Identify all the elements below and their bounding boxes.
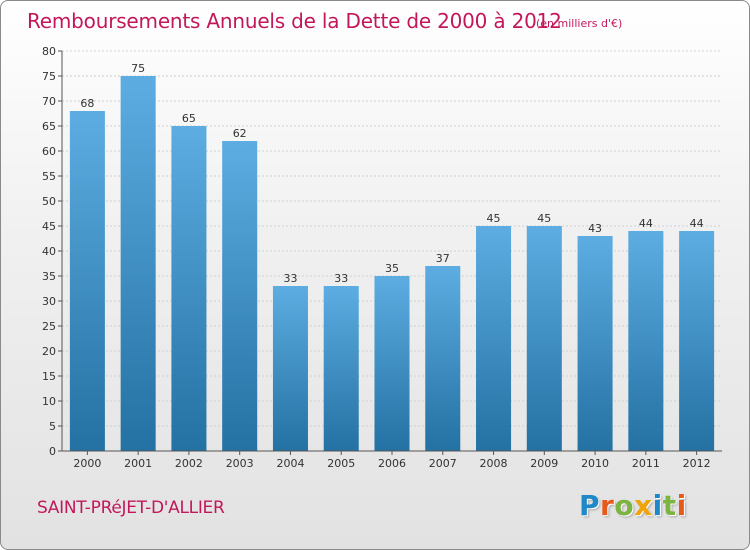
logo-letter: r	[600, 489, 615, 522]
bar-value-label: 68	[80, 97, 94, 110]
x-tick-label: 2001	[124, 457, 152, 470]
bar	[425, 266, 461, 451]
bar	[120, 76, 156, 451]
bar-value-label: 43	[588, 222, 602, 235]
bar	[679, 231, 715, 451]
y-tick-label: 45	[42, 220, 56, 233]
bar	[577, 236, 613, 451]
y-tick-label: 30	[42, 295, 56, 308]
labels: 0 5 10 15 20 25 30 35 40 45 50 55 60 65 70 75 80 68 2000 75…	[42, 45, 711, 470]
x-tick-label: 2012	[683, 457, 711, 470]
bar-value-label: 65	[182, 112, 196, 125]
logo-letter: i	[676, 489, 687, 522]
y-tick-label: 80	[42, 45, 56, 58]
y-tick-label: 10	[42, 395, 56, 408]
x-tick-label: 2008	[480, 457, 508, 470]
bar-value-label: 33	[334, 272, 348, 285]
bar	[69, 111, 105, 451]
bar-value-label: 33	[283, 272, 297, 285]
logo-letter: x	[634, 489, 653, 522]
bar-value-label: 37	[436, 252, 450, 265]
bar-value-label: 44	[690, 217, 704, 230]
logo-letter: i	[652, 489, 663, 522]
proxiti-logo: Proxiti	[579, 489, 687, 522]
y-tick-label: 70	[42, 95, 56, 108]
bar	[374, 276, 410, 451]
bar	[476, 226, 512, 451]
x-tick-label: 2000	[73, 457, 101, 470]
bar	[272, 286, 308, 451]
y-tick-label: 35	[42, 270, 56, 283]
x-tick-label: 2006	[378, 457, 406, 470]
bar	[171, 126, 207, 451]
x-tick-label: 2002	[175, 457, 203, 470]
y-tick-label: 40	[42, 245, 56, 258]
x-tick-label: 2004	[276, 457, 304, 470]
bar	[526, 226, 562, 451]
bar-value-label: 62	[233, 127, 247, 140]
chart-subtitle: (en milliers d'€)	[536, 17, 623, 30]
bar-value-label: 44	[639, 217, 653, 230]
bar	[628, 231, 664, 451]
x-tick-label: 2011	[632, 457, 660, 470]
y-tick-label: 55	[42, 170, 56, 183]
logo-letter: o	[614, 489, 635, 522]
y-tick-label: 5	[49, 420, 56, 433]
y-tick-label: 65	[42, 120, 56, 133]
axes	[58, 50, 722, 455]
place-name: SAINT-PRéJET-D'ALLIER	[37, 498, 225, 518]
y-tick-label: 15	[42, 370, 56, 383]
bar-value-label: 75	[131, 62, 145, 75]
bars	[69, 76, 715, 451]
y-tick-label: 50	[42, 195, 56, 208]
x-tick-label: 2010	[581, 457, 609, 470]
bar	[323, 286, 359, 451]
bar-value-label: 45	[487, 212, 501, 225]
y-tick-label: 25	[42, 320, 56, 333]
y-tick-label: 75	[42, 70, 56, 83]
y-tick-label: 60	[42, 145, 56, 158]
logo-letter: t	[662, 489, 677, 522]
x-tick-label: 2005	[327, 457, 355, 470]
x-tick-label: 2003	[226, 457, 254, 470]
bar-value-label: 35	[385, 262, 399, 275]
x-tick-label: 2007	[429, 457, 457, 470]
bar	[222, 141, 258, 451]
logo-letter: P	[579, 489, 601, 522]
y-tick-label: 0	[49, 445, 56, 458]
y-tick-label: 20	[42, 345, 56, 358]
x-tick-label: 2009	[530, 457, 558, 470]
bar-value-label: 45	[537, 212, 551, 225]
chart-title: Remboursements Annuels de la Dette de 20…	[27, 9, 562, 33]
